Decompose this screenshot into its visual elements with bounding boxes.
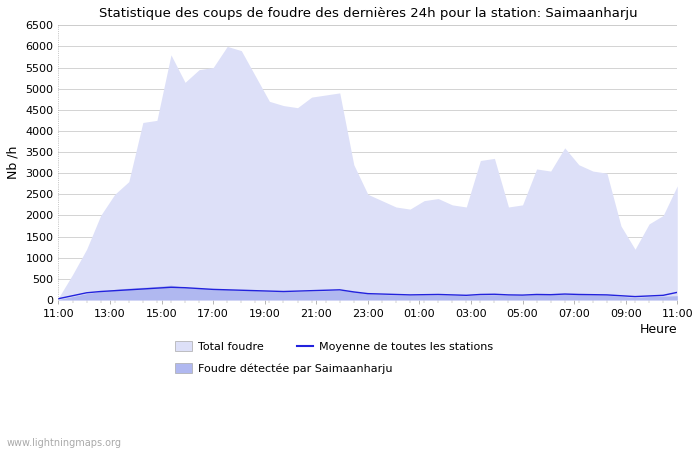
Legend: Foudre détectée par Saimaanharju: Foudre détectée par Saimaanharju: [176, 363, 392, 374]
Text: Heure: Heure: [640, 323, 677, 336]
Y-axis label: Nb /h: Nb /h: [7, 146, 20, 179]
Title: Statistique des coups de foudre des dernières 24h pour la station: Saimaanharju: Statistique des coups de foudre des dern…: [99, 7, 637, 20]
Text: www.lightningmaps.org: www.lightningmaps.org: [7, 438, 122, 448]
